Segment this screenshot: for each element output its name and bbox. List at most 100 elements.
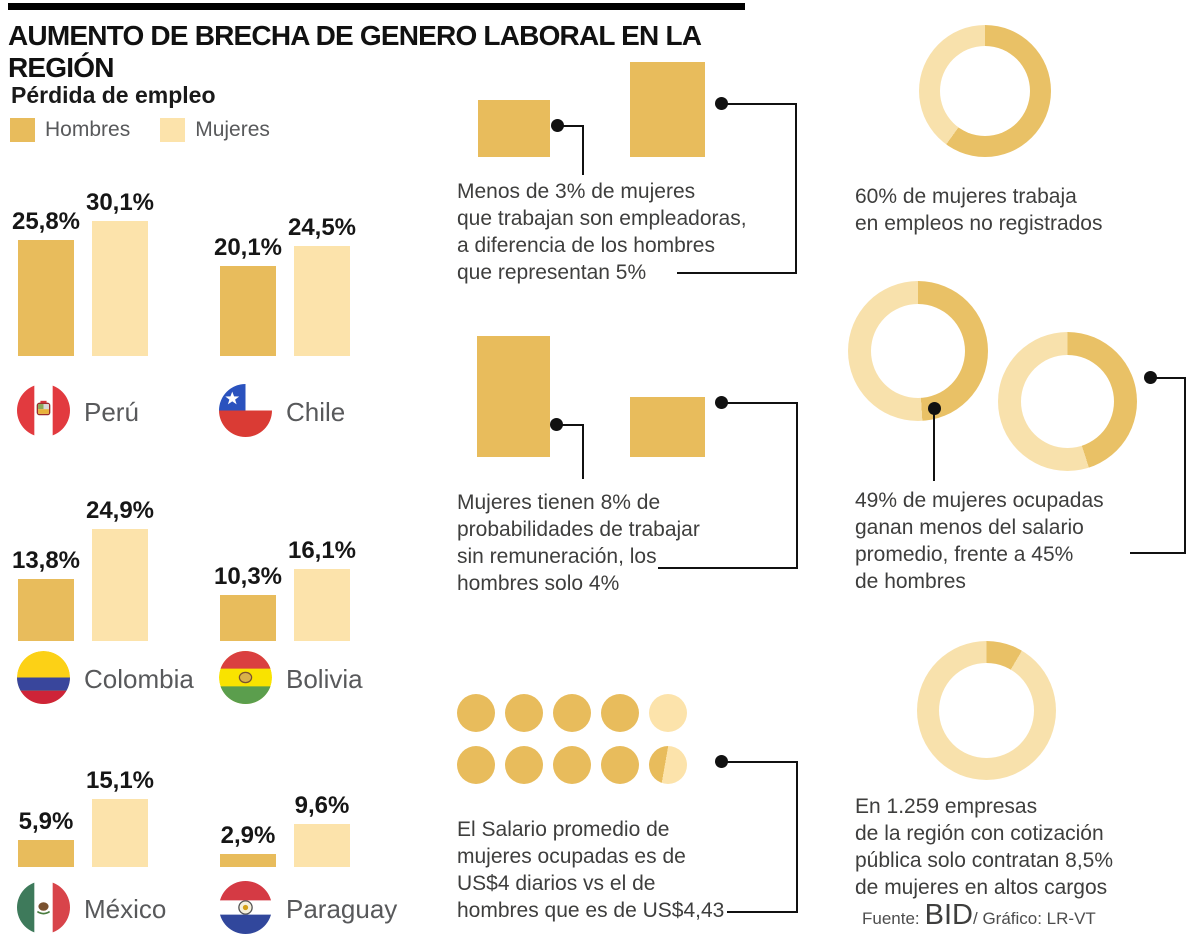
bar-hombres-mexico [18,840,74,867]
connector-line [677,272,797,274]
connector-line [933,413,935,481]
flag-bolivia-icon [219,651,272,704]
coin-hombres-1 [457,746,495,784]
flag-chile-icon [219,384,272,437]
coin-hombres-2 [505,746,543,784]
bar-mujeres-colombia [92,529,148,641]
connector-dot [551,119,564,132]
bar-mujeres-mexico [92,799,148,867]
connector-dot [715,755,728,768]
legend: Hombres Mujeres [10,118,270,142]
coin-hombres-5 [649,746,687,784]
connector-line [727,911,798,913]
country-label-peru: Perú [84,397,139,427]
donut-mujeres-49-hole [871,304,965,398]
bar-mujeres-chile [294,246,350,356]
bar-hombres-peru [18,240,74,356]
bar-label-hombres-chile: 20,1% [213,234,283,261]
donut-hombres-45-hole [1021,355,1114,448]
page-title: AUMENTO DE BRECHA DE GENERO LABORAL EN L… [8,20,701,83]
coin-mujeres-4 [601,694,639,732]
caption-salary: El Salario promedio de mujeres ocupadas … [457,818,725,922]
connector-dot [715,97,728,110]
bar-label-mujeres-mexico: 15,1% [85,767,155,794]
coin-mujeres-3 [553,694,591,732]
bar-label-hombres-peru: 25,8% [11,208,81,235]
bar-label-hombres-paraguay: 2,9% [220,822,276,849]
connector-line [1130,552,1186,554]
bar-hombres-bolivia [220,595,276,641]
flag-mexico-icon [17,881,70,934]
coin-mujeres-5 [649,694,687,732]
employers-share-squares-hombres [630,62,705,157]
country-label-colombia: Colombia [84,664,194,694]
coin-hombres-4 [601,746,639,784]
donut-altos-cargos-hole [939,663,1034,758]
connector-line [796,761,798,913]
bar-label-mujeres-bolivia: 16,1% [287,537,357,564]
country-label-mexico: México [84,894,167,924]
employers-share-squares-mujeres [478,100,550,157]
donut-hombres-45 [998,332,1137,471]
source-credit: Fuente: BID / Gráfico: LR-VT [862,899,1096,932]
connector-line [1151,377,1186,379]
coin-mujeres-2 [505,694,543,732]
connector-line [1184,377,1186,554]
bar-mujeres-peru [92,221,148,356]
bar-hombres-colombia [18,579,74,641]
bar-mujeres-bolivia [294,569,350,641]
source-label: Fuente: [862,909,920,928]
caption-unpaid-work: Mujeres tienen 8% de probabilidades de t… [457,491,700,595]
donut-empleos-no-registrados [919,25,1051,157]
country-label-paraguay: Paraguay [286,894,398,924]
bar-label-hombres-bolivia: 10,3% [213,563,283,590]
coin-hombres-3 [553,746,591,784]
connector-line [558,125,584,127]
connector-line [658,567,798,569]
connector-line [557,424,584,426]
flag-peru-icon [17,384,70,437]
connector-dot [715,396,728,409]
connector-dot [928,402,941,415]
country-label-chile: Chile [286,397,346,427]
bar-mujeres-paraguay [294,824,350,867]
connector-line [795,103,797,274]
legend-label-hombres: Hombres [45,118,131,141]
unpaid-work-squares-mujeres [477,336,550,457]
connector-line [582,424,584,479]
top-rule [8,3,745,10]
caption-below-average-salary: 49% de mujeres ocupadas ganan menos del … [855,489,1104,593]
connector-line [796,402,798,569]
legend-swatch-mujeres [160,118,186,142]
bar-label-hombres-mexico: 5,9% [18,808,74,835]
connector-line [582,125,584,175]
donut-altos-cargos [917,641,1056,780]
connector-line [722,402,798,404]
legend-swatch-hombres [10,118,35,142]
country-label-bolivia: Bolivia [286,664,363,694]
connector-line [722,103,797,105]
coin-mujeres-1 [457,694,495,732]
caption-employers: Menos de 3% de mujeres que trabajan son … [457,180,747,284]
donut-empleos-no-registrados-hole [940,46,1030,136]
bar-label-hombres-colombia: 13,8% [11,547,81,574]
legend-title: Pérdida de empleo [11,82,216,108]
flag-colombia-icon [17,651,70,704]
source-name: BID [924,899,973,931]
unpaid-work-squares-hombres [630,397,705,457]
caption-unregistered-jobs: 60% de mujeres trabaja en empleos no reg… [855,185,1103,235]
bar-hombres-chile [220,266,276,356]
legend-label-mujeres: Mujeres [195,118,270,141]
bar-label-mujeres-peru: 30,1% [85,189,155,216]
bar-hombres-paraguay [220,854,276,867]
donut-mujeres-49 [848,281,988,421]
bar-label-mujeres-paraguay: 9,6% [294,792,350,819]
caption-top-jobs: En 1.259 empresas de la región con cotiz… [855,795,1113,899]
connector-dot [1144,371,1157,384]
flag-paraguay-icon [219,881,272,934]
bar-label-mujeres-colombia: 24,9% [85,497,155,524]
bar-label-mujeres-chile: 24,5% [287,214,357,241]
credit-label: / Gráfico: LR-VT [973,909,1096,928]
connector-dot [550,418,563,431]
